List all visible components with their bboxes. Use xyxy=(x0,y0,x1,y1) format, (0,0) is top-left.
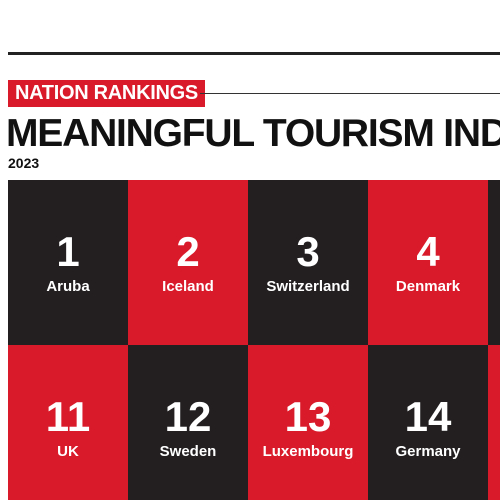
rank-number: 3 xyxy=(296,228,320,275)
rank-number: 2 xyxy=(176,228,200,275)
rank-number: 11 xyxy=(45,393,91,440)
year-label: 2023 xyxy=(8,155,40,171)
ranking-tile: 13 Luxembourg xyxy=(248,345,368,500)
country-name: UK xyxy=(57,443,79,460)
ranking-tile: 12 Sweden xyxy=(128,345,248,500)
country-name: Denmark xyxy=(395,278,461,295)
rank-number: 13 xyxy=(284,393,332,440)
rank-number: 14 xyxy=(404,393,452,440)
rank-number: 12 xyxy=(164,393,212,440)
ranking-tile-partial xyxy=(488,345,500,500)
country-name: Sweden xyxy=(159,443,217,460)
ranking-tile: 2 Iceland xyxy=(128,180,248,345)
rankings-grid: 1 Aruba 2 Iceland 3 Switzerland 4 Denmar… xyxy=(8,180,500,500)
ranking-tile: 1 Aruba xyxy=(8,180,128,345)
top-divider xyxy=(8,52,500,55)
ranking-tile: 14 Germany xyxy=(368,345,488,500)
ranking-tile-partial xyxy=(488,180,500,345)
country-name: Switzerland xyxy=(266,278,350,295)
ranking-tile: 11 UK xyxy=(8,345,128,500)
header-rule xyxy=(200,93,500,94)
page-title: MEANINGFUL TOURISM INDEX xyxy=(6,112,500,155)
rank-number: 4 xyxy=(416,228,440,275)
ranking-tile: 4 Denmark xyxy=(368,180,488,345)
country-name: Luxembourg xyxy=(262,443,354,460)
country-name: Iceland xyxy=(162,278,214,295)
ranking-tile: 3 Switzerland xyxy=(248,180,368,345)
section-badge: NATION RANKINGS xyxy=(8,80,205,107)
rank-number: 1 xyxy=(56,228,80,275)
country-name: Germany xyxy=(395,443,461,460)
country-name: Aruba xyxy=(46,278,90,295)
